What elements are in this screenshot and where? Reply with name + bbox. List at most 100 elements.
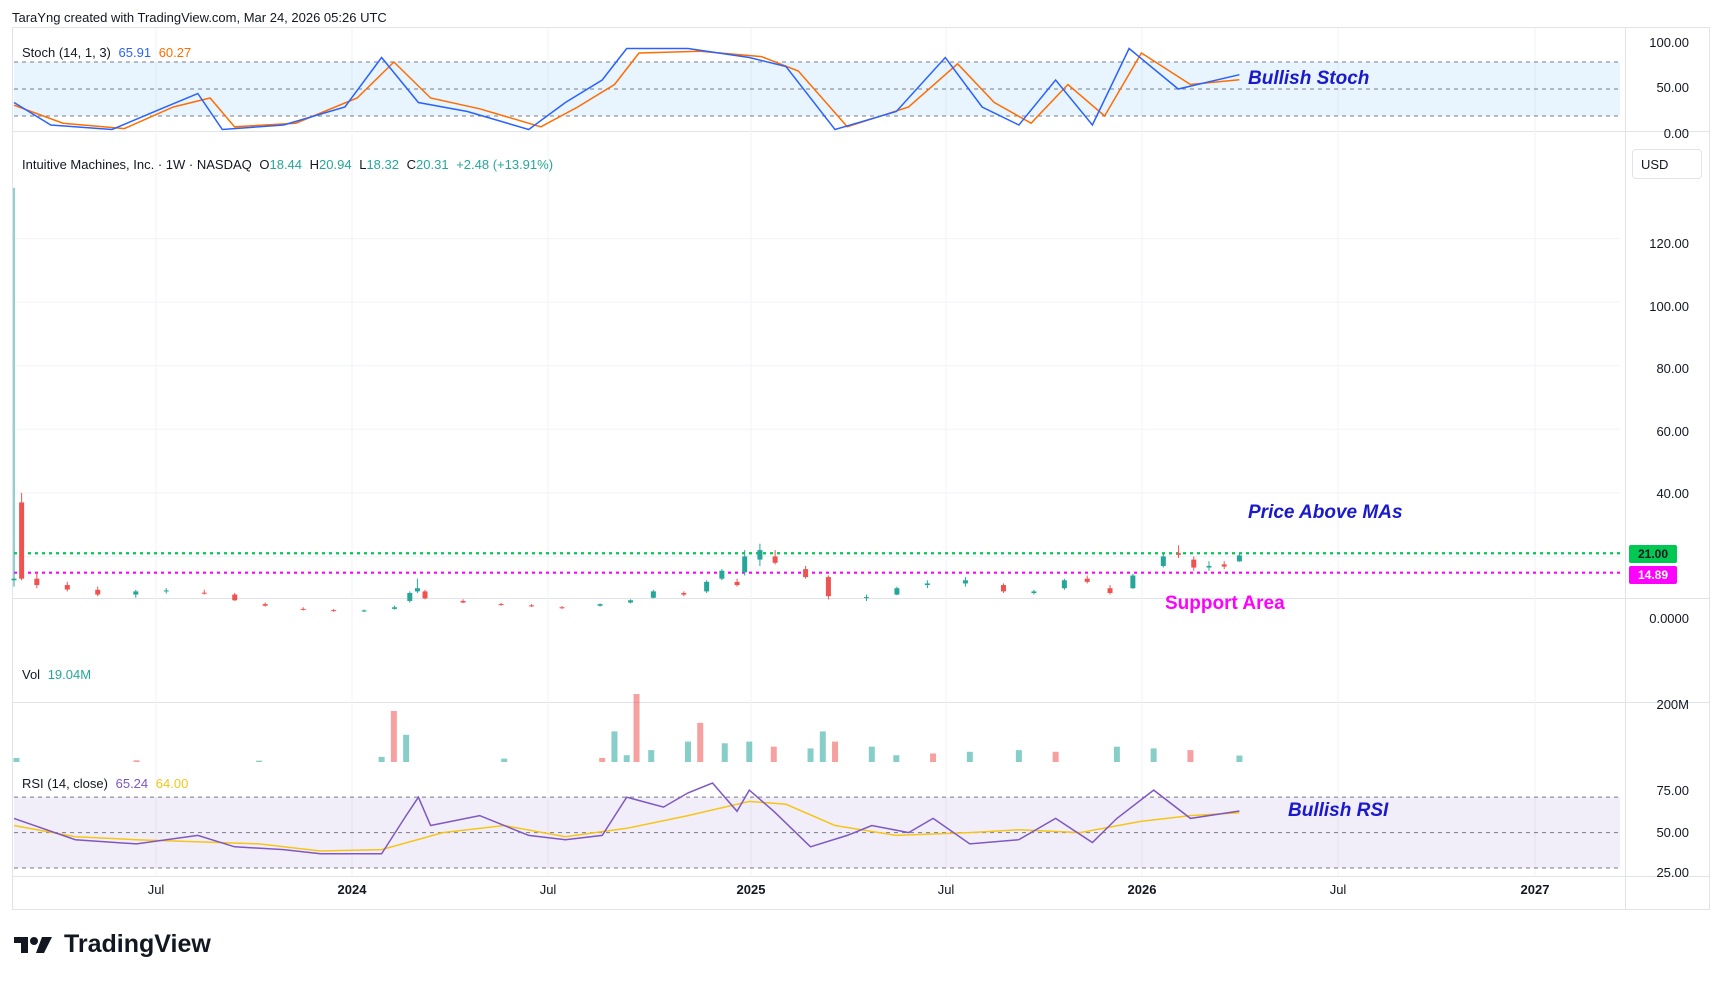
- candle-body: [1206, 565, 1212, 568]
- candle-body: [863, 597, 869, 599]
- candle-body: [962, 580, 968, 584]
- candle-body: [300, 608, 306, 610]
- price-tick-60: 60.00: [1656, 424, 1689, 439]
- candle-body: [628, 600, 634, 603]
- close-value: 20.31: [416, 157, 449, 172]
- symbol-label: Intuitive Machines, Inc. · 1W · NASDAQ: [22, 157, 252, 172]
- volume-bar: [721, 743, 728, 762]
- volume-tick-200m: 200M: [1656, 697, 1689, 712]
- price-tick-0: 0.0000: [1649, 611, 1689, 626]
- volume-bar: [1113, 746, 1120, 762]
- time-label-jul-2024: Jul: [539, 882, 557, 897]
- time-label-jul-2025: Jul: [937, 882, 955, 897]
- rsi-label: RSI (14, close): [22, 776, 108, 791]
- candle-body: [1176, 553, 1182, 555]
- change-value: +2.48 (+13.91%): [456, 157, 554, 172]
- stoch-k-line: [13, 47, 1240, 131]
- tradingview-logo-icon: [14, 936, 52, 953]
- candle-body: [803, 569, 809, 578]
- candle-body: [742, 556, 748, 573]
- chart-attribution: TaraYng created with TradingView.com, Ma…: [12, 10, 387, 25]
- stochastic-pane: [13, 47, 1620, 131]
- volume-bar: [868, 746, 875, 762]
- volume-bar: [623, 755, 630, 762]
- volume-bar: [807, 748, 814, 762]
- candle-body: [757, 550, 763, 560]
- candle-body: [498, 604, 504, 606]
- stoch-label: Stoch (14, 1, 3): [22, 45, 111, 60]
- price-axis-separator: [1625, 27, 1626, 910]
- volume-bar: [1052, 751, 1059, 762]
- candle-body: [1031, 591, 1037, 593]
- stoch-legend[interactable]: Stoch (14, 1, 3) 65.91 60.27: [22, 45, 195, 60]
- candle-body: [719, 570, 725, 579]
- candle-body: [597, 604, 603, 606]
- volume-bar: [378, 756, 385, 762]
- volume-bar: [819, 731, 826, 762]
- price-legend[interactable]: Intuitive Machines, Inc. · 1W · NASDAQ O…: [22, 157, 557, 172]
- volume-bar: [770, 746, 777, 762]
- rsi-pane: [13, 782, 1620, 869]
- candle-body: [19, 502, 25, 579]
- candle-body: [232, 594, 238, 601]
- volume-bar: [1236, 755, 1243, 762]
- candle-body: [559, 607, 565, 609]
- candle-body: [1107, 588, 1113, 593]
- time-axis-separator: [12, 876, 1710, 877]
- volume-bar: [1187, 750, 1194, 762]
- candle-body: [414, 588, 420, 592]
- candle-body: [1191, 559, 1197, 568]
- candle-body: [11, 578, 17, 581]
- candle-body: [460, 600, 466, 603]
- candle-body: [1130, 575, 1136, 589]
- stoch-tick-0: 0.00: [1663, 126, 1689, 141]
- candle-body: [1084, 578, 1090, 582]
- volume-value: 19.04M: [47, 667, 92, 682]
- pane-separator-stoch: [12, 131, 1710, 132]
- price-tick-120: 120.00: [1649, 236, 1689, 251]
- pane-separator-price: [12, 598, 1710, 599]
- candle-body: [1236, 555, 1242, 562]
- candle-body: [704, 581, 710, 592]
- rsi-tick-25: 25.00: [1656, 865, 1689, 877]
- currency-button[interactable]: USD: [1632, 149, 1702, 179]
- candle-body: [650, 591, 656, 598]
- candle-body: [772, 556, 778, 563]
- tradingview-logo-text: TradingView: [64, 930, 211, 958]
- volume-bar: [599, 757, 606, 762]
- support-area-annotation: Support Area: [1165, 593, 1285, 614]
- time-label-jul-2026: Jul: [1329, 882, 1347, 897]
- time-label-2027: 2027: [1520, 882, 1550, 897]
- volume-bar: [256, 760, 263, 762]
- pane-separator-volume: [12, 702, 1710, 703]
- candle-body: [422, 591, 428, 599]
- rsi-line: [13, 782, 1240, 855]
- candle-body: [734, 581, 740, 586]
- candle-body: [64, 585, 70, 590]
- volume-bar: [133, 760, 140, 762]
- low-value: 18.32: [366, 157, 399, 172]
- candle-body: [1061, 580, 1067, 589]
- volume-label: Vol: [22, 667, 41, 682]
- high-value: 20.94: [319, 157, 352, 172]
- volume-bar: [966, 751, 973, 762]
- volume-bar: [746, 741, 753, 762]
- stoch-d-line: [13, 50, 1240, 130]
- rsi-tick-50: 50.00: [1656, 825, 1689, 840]
- candle-body: [392, 607, 398, 609]
- candle-body: [1160, 556, 1166, 566]
- tradingview-logo[interactable]: TradingView: [12, 930, 211, 959]
- candle-body: [1000, 585, 1006, 592]
- volume-bar: [893, 755, 900, 762]
- price-tick-40: 40.00: [1656, 486, 1689, 501]
- volume-bar: [633, 694, 640, 762]
- volume-bar: [1015, 750, 1022, 762]
- volume-bar: [13, 757, 20, 762]
- volume-legend[interactable]: Vol 19.04M: [22, 667, 95, 682]
- chart-frame: [12, 27, 1710, 910]
- rsi-legend[interactable]: RSI (14, close) 65.24 64.00: [22, 776, 192, 791]
- time-label-2025: 2025: [736, 882, 766, 897]
- candle-body: [924, 583, 930, 586]
- time-label-jul-2023: Jul: [147, 882, 165, 897]
